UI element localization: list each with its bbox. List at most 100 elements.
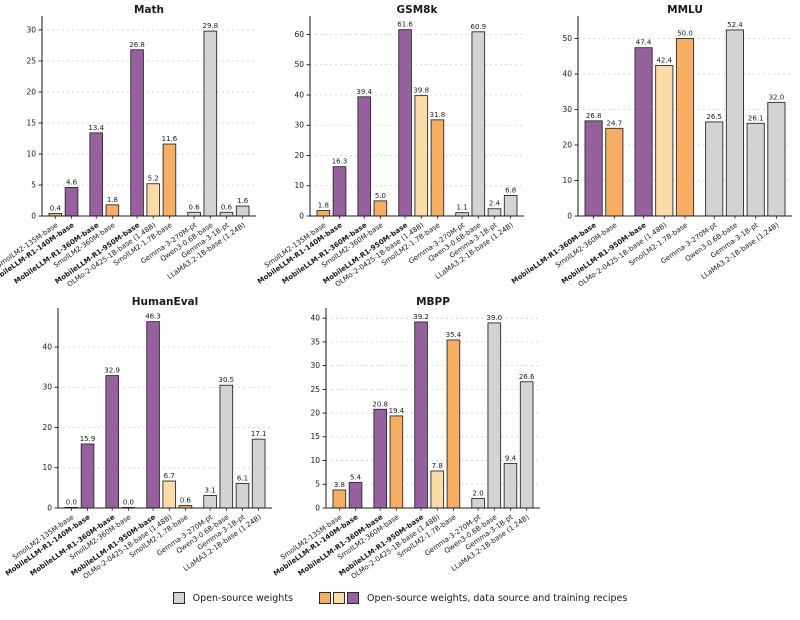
chart-mmlu: 0 10 20 30 40 50 26.8 MobileLLM-R1-360M-base 24.… bbox=[510, 4, 800, 294]
bar bbox=[219, 211, 234, 217]
bar-value-label: 39.0 bbox=[486, 314, 502, 322]
bar-value-label: 39.2 bbox=[413, 313, 429, 321]
bar-value-label: 35.4 bbox=[446, 331, 462, 339]
chart-gsm8k: 0 10 20 30 40 50 60 1.8 SmolLM2-135M-base 16.3 Mob… bbox=[256, 4, 532, 294]
chart-mbpp: 0 5 10 15 20 25 30 35 40 3.8 SmolLM2-135M-base 5.4 M… bbox=[272, 296, 548, 586]
legend-swatch-pale_orange bbox=[333, 592, 346, 604]
bar-value-label: 5.4 bbox=[350, 473, 362, 481]
bar bbox=[357, 96, 371, 217]
y-tick-label: 10 bbox=[26, 149, 36, 158]
legend-item-fully-open: Open-source weights, data source and tra… bbox=[319, 592, 627, 604]
bar-chart-svg: 01020304050601.8SmolLM2-135M-base16.3Mob… bbox=[256, 4, 524, 289]
y-tick-label: 0 bbox=[31, 211, 36, 220]
bar bbox=[251, 438, 266, 509]
y-tick-label: 25 bbox=[310, 385, 320, 394]
bar bbox=[705, 121, 724, 217]
bar-value-label: 32.0 bbox=[769, 93, 785, 101]
bar-value-label: 3.1 bbox=[205, 487, 216, 495]
bar-value-label: 0.4 bbox=[50, 205, 62, 213]
bar-chart-svg: 0102030400.0SmolLM2-135M-base15.9MobileL… bbox=[4, 296, 272, 581]
y-tick-label: 10 bbox=[294, 181, 304, 190]
legend-swatch-gray bbox=[172, 592, 185, 604]
bar bbox=[203, 30, 218, 217]
bar-value-label: 19.4 bbox=[389, 407, 405, 415]
bar bbox=[219, 384, 234, 509]
bar bbox=[348, 481, 363, 509]
bar-value-label: 39.8 bbox=[413, 87, 429, 95]
bar bbox=[64, 187, 79, 217]
y-tick-label: 30 bbox=[310, 361, 320, 370]
bar bbox=[146, 321, 160, 509]
bar-value-label: 0.0 bbox=[66, 498, 77, 506]
bar bbox=[80, 443, 95, 509]
bar-value-label: 2.4 bbox=[489, 200, 501, 208]
bar-value-label: 1.6 bbox=[237, 197, 249, 205]
bar-value-label: 4.6 bbox=[66, 178, 78, 186]
y-tick-label: 25 bbox=[26, 56, 36, 65]
bar-value-label: 0.0 bbox=[123, 498, 134, 506]
bar-value-label: 17.1 bbox=[251, 430, 267, 438]
bar-value-label: 6.7 bbox=[164, 472, 175, 480]
bar bbox=[471, 31, 486, 217]
bar-value-label: 16.3 bbox=[332, 158, 348, 166]
y-tick-label: 20 bbox=[310, 408, 320, 417]
bar-value-label: 15.9 bbox=[80, 435, 96, 443]
y-tick-label: 20 bbox=[42, 423, 52, 432]
bar-chart-svg: 0510152025300.4SmolLM2-135M-base4.6Mobil… bbox=[0, 4, 256, 289]
bar-value-label: 26.8 bbox=[586, 112, 602, 120]
bar-value-label: 60.9 bbox=[470, 23, 486, 31]
legend-swatch-gray bbox=[172, 592, 185, 604]
bar-value-label: 31.8 bbox=[430, 111, 446, 119]
y-tick-label: 15 bbox=[26, 118, 36, 127]
y-tick-label: 5 bbox=[31, 180, 36, 189]
legend: Open-source weights Open-source weights,… bbox=[0, 592, 800, 604]
bar bbox=[316, 210, 331, 217]
bar-value-label: 20.8 bbox=[372, 400, 388, 408]
bar-value-label: 61.6 bbox=[397, 21, 413, 29]
bar-value-label: 2.0 bbox=[473, 490, 484, 498]
bar bbox=[430, 470, 445, 509]
bar bbox=[332, 166, 347, 217]
bar-value-label: 42.4 bbox=[656, 56, 672, 64]
bar-value-label: 50.0 bbox=[677, 29, 693, 37]
y-tick-label: 50 bbox=[562, 34, 572, 43]
bar bbox=[746, 122, 765, 217]
bar bbox=[519, 381, 534, 509]
legend-swatch-purple bbox=[347, 592, 360, 604]
bar bbox=[584, 120, 603, 217]
bar bbox=[430, 119, 445, 217]
bar-value-label: 26.6 bbox=[519, 373, 535, 381]
bar-value-label: 6.1 bbox=[237, 474, 248, 482]
bar bbox=[235, 205, 250, 217]
x-tick-label: OLMo-2-0425-1B-base (1.48B) bbox=[66, 221, 158, 289]
y-tick-label: 40 bbox=[310, 314, 320, 323]
y-tick-label: 60 bbox=[294, 30, 304, 39]
y-tick-label: 0 bbox=[299, 211, 304, 220]
bar bbox=[235, 482, 250, 509]
bar bbox=[487, 208, 502, 217]
y-tick-label: 35 bbox=[310, 337, 320, 346]
bar-value-label: 7.8 bbox=[432, 462, 443, 470]
bar-value-label: 0.6 bbox=[180, 497, 192, 505]
legend-swatches-orange-pale-purple bbox=[319, 592, 360, 604]
bar-value-label: 1.8 bbox=[107, 196, 118, 204]
y-tick-label: 20 bbox=[562, 140, 572, 149]
bar-value-label: 26.8 bbox=[129, 41, 145, 49]
y-tick-label: 40 bbox=[294, 90, 304, 99]
bar-value-label: 39.4 bbox=[356, 88, 372, 96]
bar bbox=[162, 480, 177, 509]
bar-value-label: 30.5 bbox=[218, 376, 234, 384]
bar bbox=[471, 498, 485, 509]
chart-title: HumanEval bbox=[132, 296, 198, 308]
bar bbox=[162, 143, 177, 217]
legend-swatch-orange bbox=[319, 592, 332, 604]
bar-value-label: 5.2 bbox=[148, 175, 159, 183]
y-tick-label: 30 bbox=[294, 121, 304, 130]
bar bbox=[503, 194, 518, 217]
x-tick-label: OLMo-2-0425-1B-base (1.48B) bbox=[334, 221, 426, 289]
bar bbox=[414, 321, 428, 509]
bar bbox=[503, 462, 518, 509]
chart-title: MMLU bbox=[667, 4, 703, 16]
y-tick-label: 10 bbox=[42, 463, 52, 472]
